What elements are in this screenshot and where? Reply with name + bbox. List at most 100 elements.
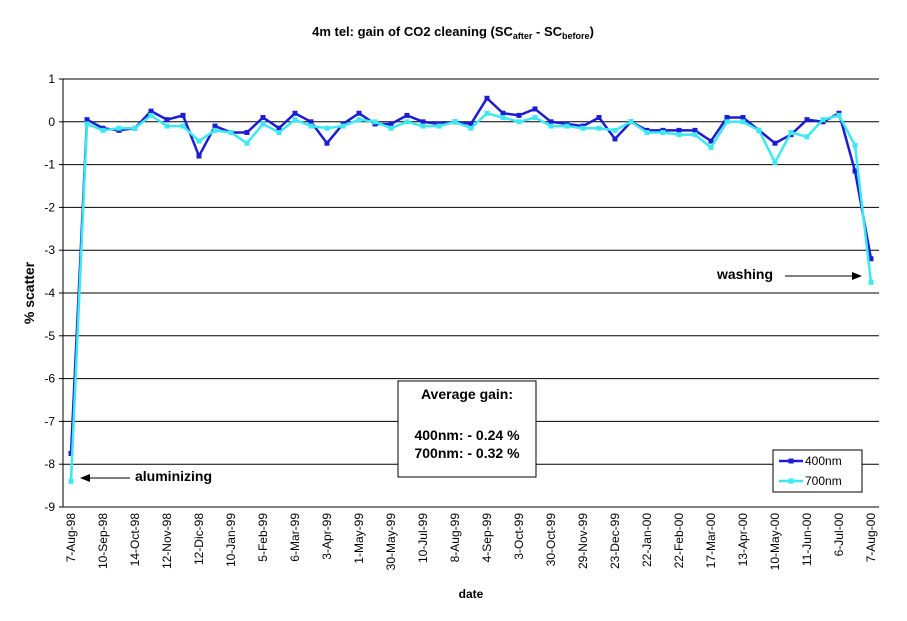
point [260, 115, 266, 121]
point [388, 125, 394, 131]
legend-label: 700nm [805, 474, 842, 488]
x-tick-label: 7-Aug-00 [864, 513, 878, 563]
y-tick-label: -2 [44, 200, 55, 214]
x-tick-label: 4-Sep-99 [480, 513, 494, 563]
y-tick-label: 1 [48, 72, 55, 86]
legend-label: 400nm [805, 454, 842, 468]
point [84, 117, 90, 123]
point [644, 130, 650, 135]
x-tick-label: 13-Apr-00 [736, 513, 750, 567]
x-tick-label: 30-Oct-99 [544, 513, 558, 567]
point [180, 112, 186, 118]
y-tick-label: -5 [44, 329, 55, 343]
y-tick-label: -4 [44, 286, 55, 300]
point [804, 134, 810, 140]
point [180, 123, 186, 129]
x-tick-label: 3-Oct-99 [512, 513, 526, 560]
arrow-head [80, 474, 90, 482]
point [452, 119, 458, 125]
point [676, 132, 682, 138]
title-part: ) [590, 24, 594, 39]
point [468, 121, 474, 127]
title-subscript: after [513, 31, 533, 41]
point [516, 119, 522, 125]
point [244, 130, 250, 135]
x-tick-label: 5-Feb-99 [256, 513, 270, 562]
y-tick-label: -7 [44, 414, 55, 428]
point [516, 112, 522, 118]
point [164, 117, 170, 123]
y-axis-title: % scatter [21, 261, 37, 324]
arrow-head [852, 272, 862, 280]
point [68, 478, 74, 484]
point [356, 110, 362, 116]
legend-marker [788, 478, 794, 484]
point [484, 110, 490, 116]
x-tick-label: 22-Feb-00 [672, 513, 686, 569]
point [260, 121, 266, 127]
point [276, 125, 282, 131]
point [436, 123, 442, 129]
point [356, 117, 362, 123]
point [676, 127, 682, 133]
point [708, 138, 714, 144]
y-tick-label: -6 [44, 372, 55, 386]
point [420, 119, 426, 125]
point [244, 140, 250, 146]
y-tick-label: -3 [44, 243, 55, 257]
point [164, 123, 170, 129]
x-tick-label: 1-May-99 [352, 513, 366, 564]
x-tick-label: 11-Jun-00 [800, 513, 814, 566]
legend-marker [788, 458, 794, 464]
x-axis-title: date [459, 587, 484, 601]
x-tick-label: 22-Jan-00 [640, 513, 654, 567]
annotation-box-line: 700nm: - 0.32 % [414, 445, 520, 461]
point [404, 119, 410, 125]
arrows [80, 272, 862, 482]
x-tick-label: 12-Nov-98 [160, 513, 174, 569]
x-tick-label: 10-Jan-99 [224, 513, 238, 567]
y-tick-label: 0 [48, 115, 55, 129]
point [292, 110, 298, 116]
point [308, 123, 314, 129]
point [772, 140, 778, 146]
point [692, 132, 698, 138]
x-tick-label: 30-May-99 [384, 513, 398, 571]
point [612, 127, 618, 133]
point [548, 119, 554, 125]
point [148, 108, 154, 114]
point [852, 142, 858, 148]
x-tick-label: 8-Aug-99 [448, 513, 462, 563]
point [628, 119, 634, 125]
point [836, 112, 842, 118]
y-tick-label: -1 [44, 158, 55, 172]
y-tick-label: -9 [44, 500, 55, 514]
point [404, 112, 410, 118]
point [420, 123, 426, 129]
chart-title: 4m tel: gain of CO2 cleaning (SCafter - … [312, 24, 594, 41]
annotation-box-line: Average gain: [421, 386, 513, 402]
point [660, 130, 666, 135]
point [756, 127, 762, 133]
x-tick-label: 6-Jul-00 [832, 513, 846, 557]
point [708, 144, 714, 150]
title-subscript: before [562, 31, 590, 41]
point [308, 119, 314, 125]
point [548, 123, 554, 129]
point [132, 125, 138, 131]
point [580, 125, 586, 131]
point [852, 168, 858, 174]
legend-box [772, 449, 863, 493]
point [212, 127, 218, 133]
point [372, 119, 378, 125]
point [228, 130, 234, 135]
x-tick-label: 10-Sep-98 [96, 513, 110, 569]
point [868, 279, 874, 285]
point [84, 121, 90, 127]
point [820, 117, 826, 123]
x-tick-label: 12-Dic-98 [192, 513, 206, 565]
annotation: washing [716, 266, 773, 282]
point [724, 119, 730, 125]
point [740, 119, 746, 125]
